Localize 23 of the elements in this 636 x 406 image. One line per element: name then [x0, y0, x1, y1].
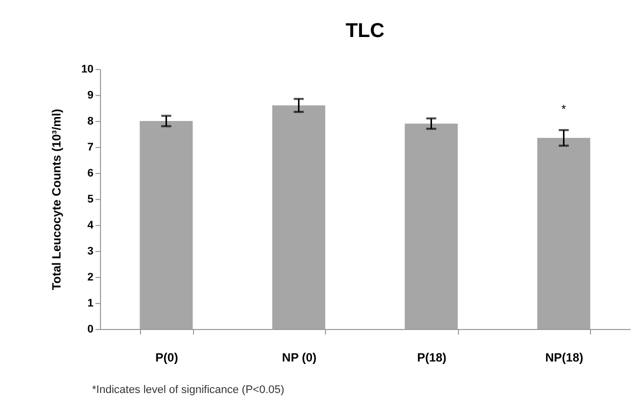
x-tick-label: NP(18)	[545, 350, 584, 364]
bar	[272, 105, 326, 329]
y-tick-label: 9	[87, 90, 94, 102]
y-axis-title: Total Leucocyte Counts (10³/ml)	[49, 108, 64, 290]
bar	[537, 138, 590, 329]
chart-title: TLC	[346, 20, 384, 42]
y-tick-label: 1	[87, 298, 94, 310]
y-tick-label: 0	[87, 324, 94, 336]
text: *Indicates level of significance (P<0.05)	[92, 384, 284, 396]
y-tick-label: 2	[87, 272, 94, 284]
y-tick-label: 5	[87, 194, 94, 206]
y-tick-label: 10	[81, 64, 94, 76]
y-tick-label: 8	[87, 116, 94, 128]
bar	[404, 124, 458, 329]
x-tick-label: P(18)	[417, 350, 446, 364]
x-tick-label: P(0)	[155, 350, 178, 364]
y-tick-label: 3	[87, 246, 94, 258]
y-tick-label: 6	[87, 168, 94, 180]
bar	[140, 121, 193, 329]
annotation: *	[561, 102, 566, 116]
x-tick-label: NP (0)	[282, 350, 316, 364]
y-tick-label: 7	[87, 142, 94, 154]
y-tick-label: 4	[87, 220, 94, 232]
